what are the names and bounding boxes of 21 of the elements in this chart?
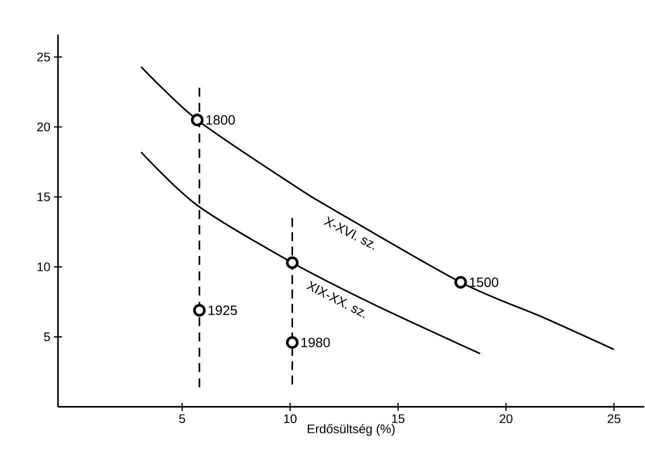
y-tick-label: 10 [38, 262, 50, 272]
point [454, 276, 467, 289]
y-tick-label: 20 [37, 122, 50, 132]
y-tick-label: 25 [37, 52, 50, 62]
x-tick-label: 15 [392, 414, 404, 424]
point [190, 114, 204, 126]
x-tick-label: 25 [608, 414, 620, 424]
x-tick-label: 20 [500, 414, 512, 424]
annotation: 1925 [208, 306, 237, 316]
y-tick-label: 5 [44, 332, 50, 342]
point [193, 304, 206, 317]
annotation: 1980 [301, 338, 330, 348]
annotation: 1800 [206, 115, 235, 125]
annotation: 1500 [470, 278, 498, 288]
point [286, 336, 299, 349]
x-tick-label: 10 [284, 414, 297, 424]
x-axis-title: Erdősültség (%) [308, 424, 395, 436]
line-series [140, 66, 615, 350]
point [286, 256, 299, 270]
x-tick-label: 5 [179, 414, 186, 424]
y-tick-label: 15 [38, 192, 50, 202]
